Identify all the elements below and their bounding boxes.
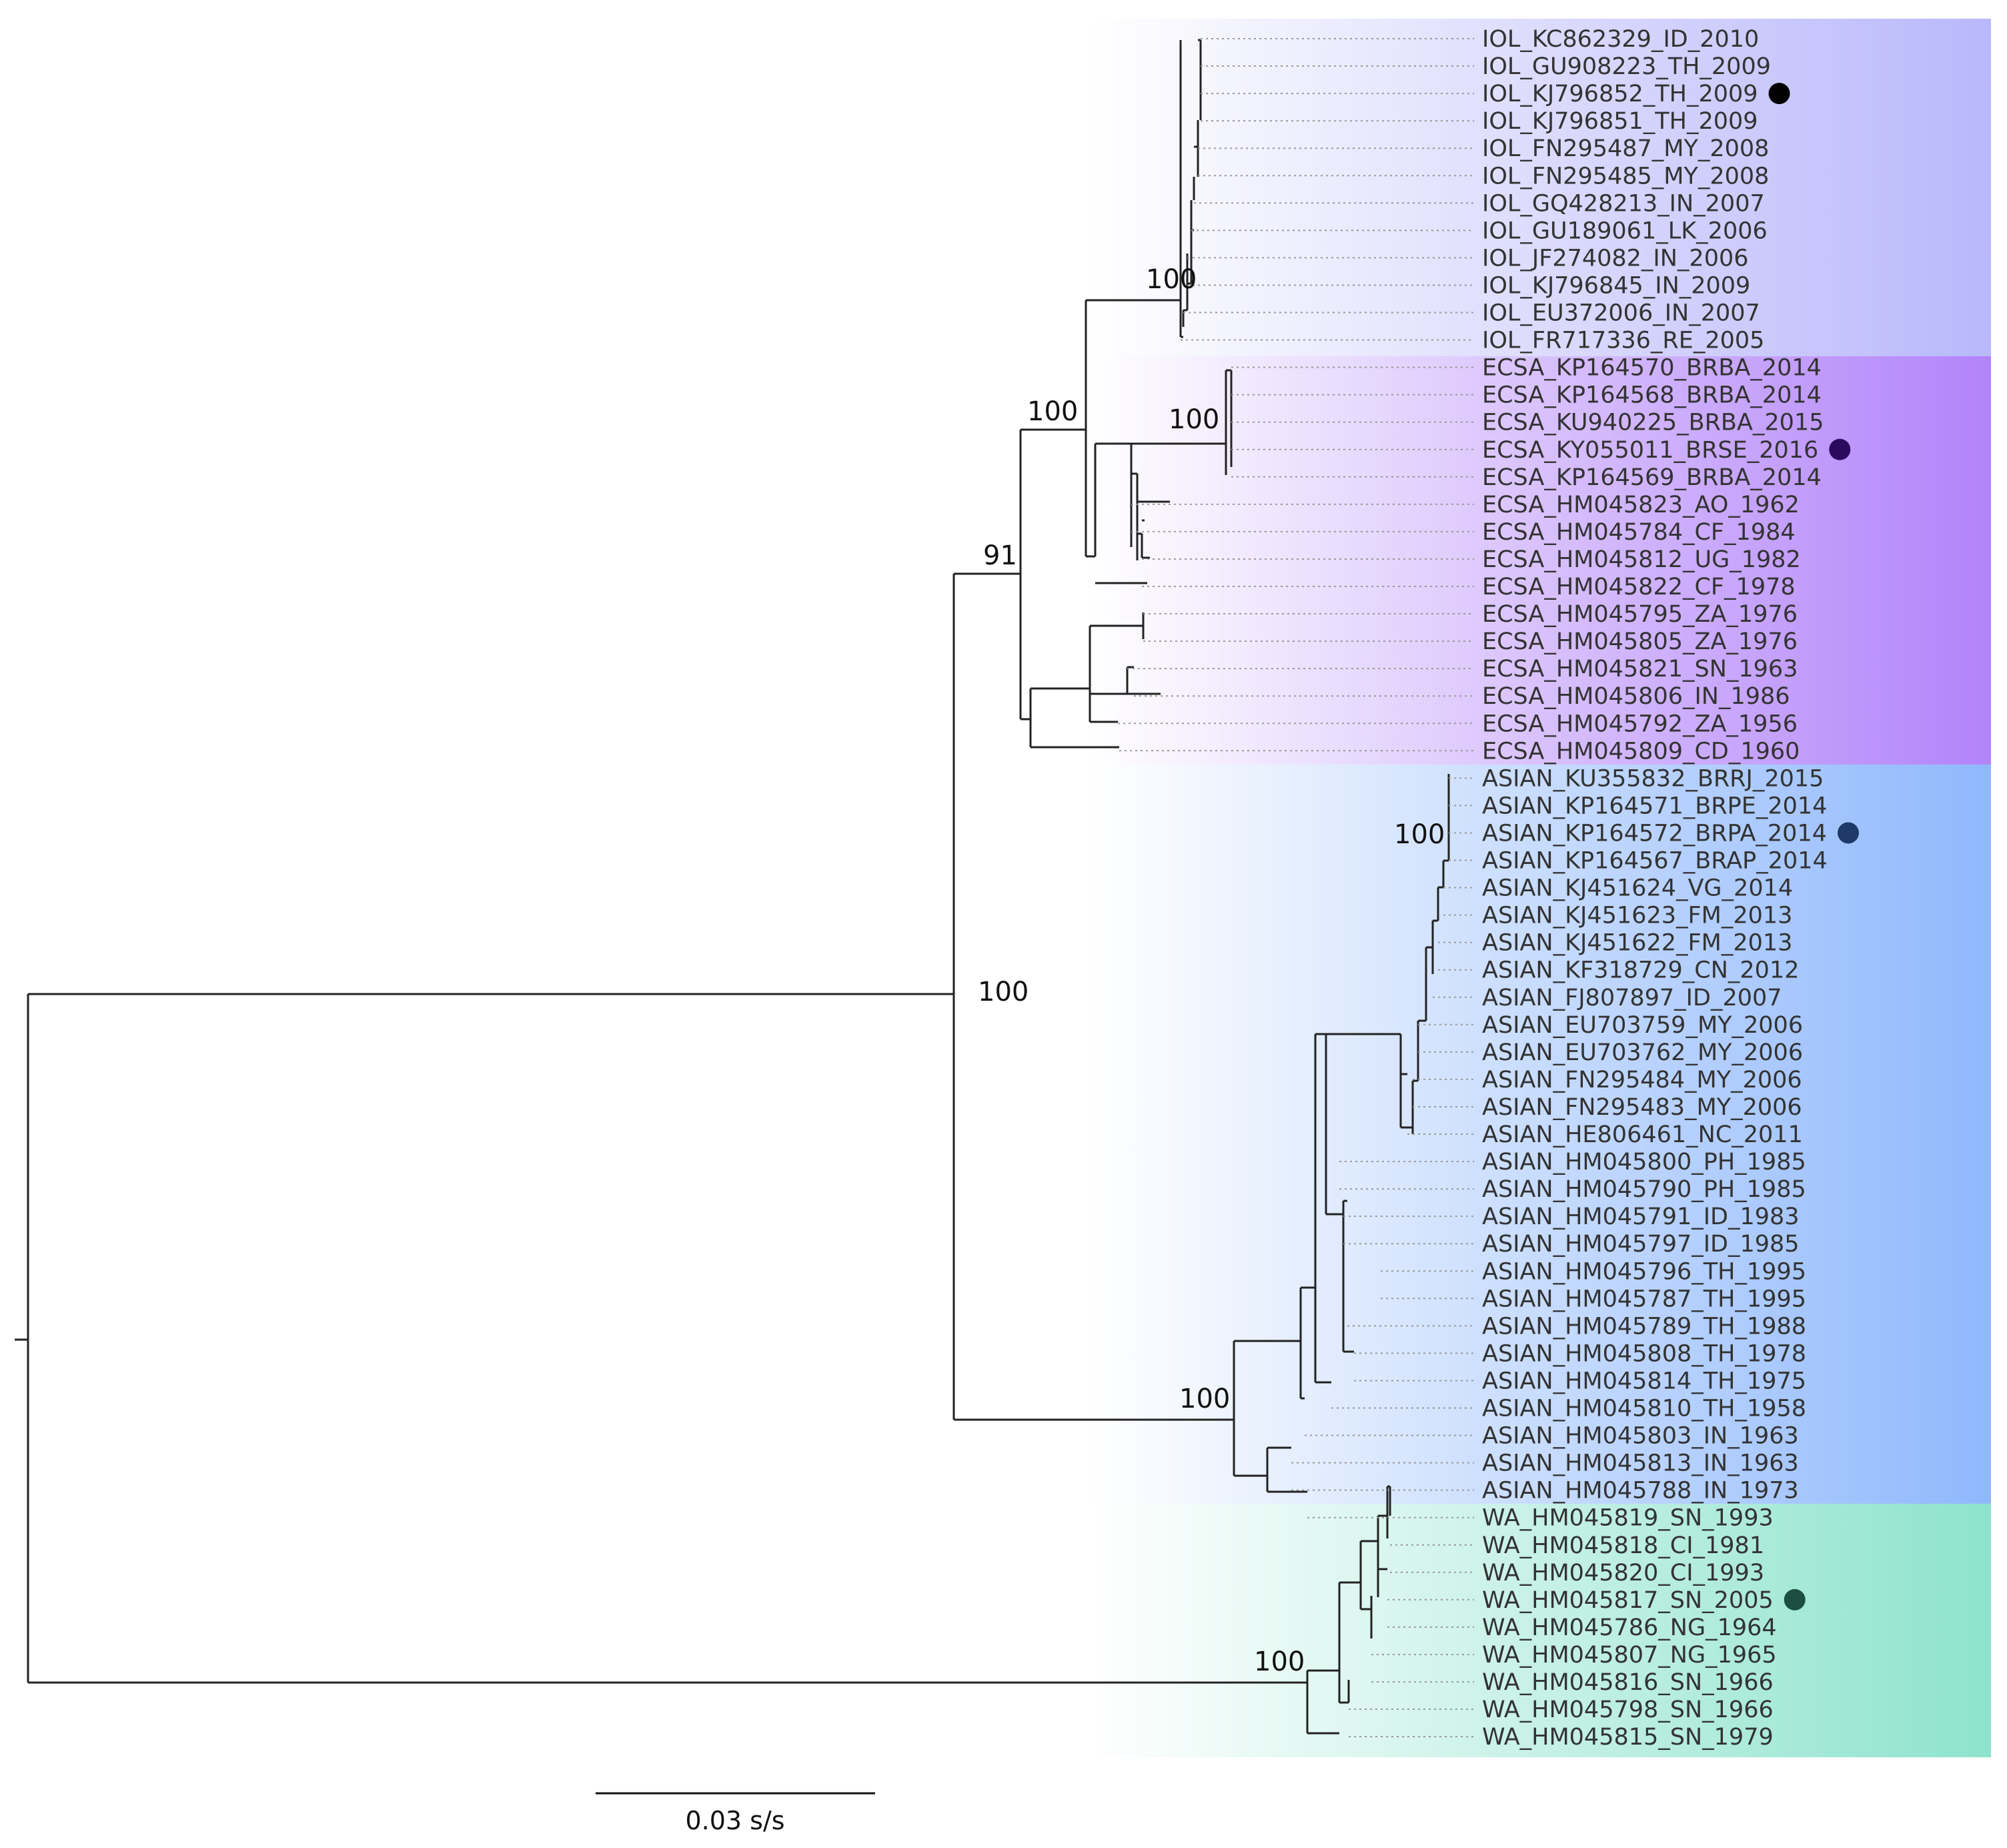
bootstrap-value: 91 — [983, 540, 1017, 571]
tip-label: ASIAN_HM045803_IN_1963 — [1482, 1423, 1799, 1450]
bootstrap-value: 100 — [1179, 1384, 1230, 1414]
tip-label: ASIAN_FN295483_MY_2006 — [1482, 1094, 1802, 1121]
tip-label: ASIAN_HM045797_ID_1985 — [1482, 1231, 1800, 1258]
wa-branches — [1306, 1485, 1391, 1735]
tip-label: IOL_FN295487_MY_2008 — [1482, 135, 1769, 162]
tip-label: IOL_KJ796845_IN_2009 — [1482, 272, 1750, 299]
tip-label: ASIAN_HM045810_TH_1958 — [1482, 1396, 1806, 1422]
highlight-dot — [1838, 822, 1859, 844]
bootstrap-value: 100 — [1394, 819, 1445, 850]
scale-bar: 0.03 s/s — [596, 1792, 875, 1835]
tip-label: IOL_GU189061_LK_2006 — [1482, 217, 1768, 244]
tip-label: ASIAN_KP164571_BRPE_2014 — [1482, 793, 1827, 819]
tip-label: ECSA_HM045805_ZA_1976 — [1482, 628, 1798, 655]
scale-bar-label: 0.03 s/s — [685, 1806, 784, 1835]
tip-label: WA_HM045807_NG_1965 — [1482, 1642, 1777, 1669]
tip-label: ASIAN_KP164572_BRPA_2014 — [1482, 820, 1827, 847]
tip-label: ECSA_HM045822_CF_1978 — [1482, 574, 1796, 600]
tip-label: ECSA_HM045823_AO_1962 — [1482, 492, 1800, 518]
tip-label: WA_HM045820_CI_1993 — [1482, 1560, 1764, 1586]
bootstrap-labels: 100 100 100 91 100 100 100 100 — [978, 264, 1445, 1677]
tip-label: ASIAN_HM045790_PH_1985 — [1482, 1176, 1806, 1203]
tip-label: ECSA_KP164570_BRBA_2014 — [1482, 355, 1822, 382]
bootstrap-value: 100 — [1027, 396, 1078, 427]
tip-label: ECSA_HM045812_UG_1982 — [1482, 546, 1801, 573]
tree-branches — [15, 39, 1450, 1684]
tip-label: ECSA_KP164568_BRBA_2014 — [1482, 382, 1822, 409]
tip-label: ECSA_HM045806_IN_1986 — [1482, 683, 1790, 710]
tip-label: ECSA_HM045792_ZA_1956 — [1482, 711, 1798, 737]
bootstrap-value: 100 — [1254, 1647, 1305, 1677]
tip-label: WA_HM045817_SN_2005 — [1482, 1587, 1774, 1614]
tip-label: ECSA_HM045821_SN_1963 — [1482, 656, 1798, 682]
tip-leader-lines — [1118, 38, 1474, 1738]
iol-clade-band — [1089, 19, 1991, 356]
tip-label: ASIAN_HE806461_NC_2011 — [1482, 1121, 1803, 1148]
tip-label: ASIAN_EU703762_MY_2006 — [1482, 1039, 1803, 1066]
tip-label: ASIAN_EU703759_MY_2006 — [1482, 1012, 1803, 1039]
tip-label: ASIAN_HM045788_IN_1973 — [1482, 1478, 1799, 1504]
tip-label: ECSA_HM045795_ZA_1976 — [1482, 601, 1798, 628]
tip-label: ECSA_KY055011_BRSE_2016 — [1482, 437, 1818, 464]
tip-label: IOL_KJ796852_TH_2009 — [1482, 81, 1758, 107]
tip-label: ASIAN_HM045787_TH_1995 — [1482, 1286, 1806, 1312]
bootstrap-value: 100 — [1146, 264, 1197, 295]
tip-label: WA_HM045815_SN_1979 — [1482, 1724, 1774, 1751]
tip-label: ECSA_KU940225_BRBA_2015 — [1482, 410, 1824, 436]
tip-label: WA_HM045819_SN_1993 — [1482, 1505, 1774, 1532]
tip-label: IOL_KJ796851_TH_2009 — [1482, 108, 1758, 135]
ecsa-clade-band — [1089, 356, 1991, 765]
highlight-dot — [1784, 1588, 1806, 1610]
tip-label: ASIAN_KJ451623_FM_2013 — [1482, 903, 1792, 929]
tip-label: IOL_FR717336_RE_2005 — [1482, 328, 1764, 354]
tip-label: WA_HM045798_SN_1966 — [1482, 1697, 1774, 1723]
tip-label: IOL_GQ428213_IN_2007 — [1482, 190, 1765, 217]
tip-label: ASIAN_FJ807897_ID_2007 — [1482, 985, 1782, 1011]
tip-label: ASIAN_FN295484_MY_2006 — [1482, 1067, 1802, 1093]
highlight-dot — [1768, 83, 1790, 105]
tip-label: ASIAN_HM045796_TH_1995 — [1482, 1258, 1806, 1285]
tip-label: ASIAN_KF318729_CN_2012 — [1482, 957, 1800, 984]
tip-label: ASIAN_HM045808_TH_1978 — [1482, 1340, 1806, 1367]
highlight-dots — [1768, 83, 1859, 1610]
tip-labels: IOL_KC862329_ID_2010IOL_GU908223_TH_2009… — [1482, 26, 1828, 1751]
tip-label: ASIAN_KP164567_BRAP_2014 — [1482, 848, 1828, 875]
tip-label: ECSA_KP164569_BRBA_2014 — [1482, 464, 1822, 491]
wa-clade-band — [1089, 1504, 1991, 1757]
tip-label: ECSA_HM045809_CD_1960 — [1482, 738, 1800, 765]
tip-label: IOL_KC862329_ID_2010 — [1482, 26, 1759, 53]
tip-label: ASIAN_HM045814_TH_1975 — [1482, 1368, 1806, 1394]
tip-label: ASIAN_HM045789_TH_1988 — [1482, 1313, 1806, 1340]
tip-label: ECSA_HM045784_CF_1984 — [1482, 519, 1796, 546]
tip-label: ASIAN_HM045800_PH_1985 — [1482, 1149, 1806, 1176]
tip-label: ASIAN_KJ451624_VG_2014 — [1482, 875, 1793, 902]
tip-label: IOL_FN295485_MY_2008 — [1482, 163, 1769, 189]
tip-label: WA_HM045818_CI_1981 — [1482, 1532, 1764, 1559]
bootstrap-value: 100 — [1169, 404, 1219, 435]
tip-label: IOL_EU372006_IN_2007 — [1482, 300, 1760, 327]
tip-label: WA_HM045786_NG_1964 — [1482, 1614, 1777, 1641]
bootstrap-value: 100 — [978, 977, 1029, 1007]
tip-label: IOL_GU908223_TH_2009 — [1482, 53, 1771, 80]
tip-label: WA_HM045816_SN_1966 — [1482, 1669, 1774, 1696]
highlight-dot — [1829, 438, 1851, 460]
tip-label: ASIAN_KU355832_BRRJ_2015 — [1482, 765, 1824, 792]
tip-label: ASIAN_HM045813_IN_1963 — [1482, 1450, 1799, 1477]
asian-clade-band — [1089, 765, 1991, 1504]
tip-label: IOL_JF274082_IN_2006 — [1482, 245, 1749, 272]
tip-label: ASIAN_HM045791_ID_1983 — [1482, 1204, 1800, 1230]
tip-label: ASIAN_KJ451622_FM_2013 — [1482, 930, 1792, 957]
